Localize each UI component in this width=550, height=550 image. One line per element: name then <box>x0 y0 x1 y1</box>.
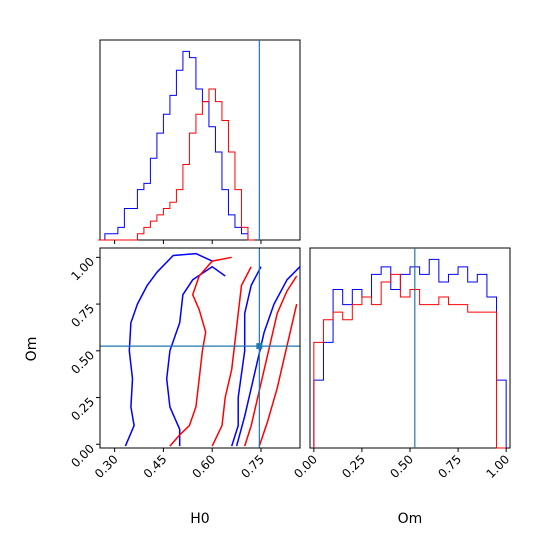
contour-x-tick-label: 0.60 <box>190 452 219 481</box>
contour-line-0-2 <box>230 266 262 447</box>
om-hist-x-tick-label: 0.75 <box>435 452 464 481</box>
contour-line-1-2 <box>243 275 298 447</box>
h0-om-contour-panel: 0.30 0.45 0.60 0.75 0.00 0.25 0.50 0.75 1.00 <box>68 247 301 481</box>
h0-histogram-series-1 <box>98 88 255 241</box>
om-hist-x-tick-label: 1.00 <box>483 452 512 481</box>
contour-y-tick-label: 0.50 <box>68 348 97 377</box>
truth-marker <box>256 343 263 350</box>
contour-x-tick-label: 0.30 <box>92 452 121 481</box>
h0-histogram-frame <box>99 39 301 241</box>
contour-y-tick-label: 0.75 <box>68 301 97 330</box>
contour-x-tick-label: 0.75 <box>238 452 267 481</box>
om-histogram-series-0 <box>313 258 507 448</box>
x-axis-label-h0: H0 <box>190 511 209 527</box>
contour-x-tick-label: 0.45 <box>141 452 170 481</box>
om-histogram-frame <box>309 247 511 449</box>
contour-frame <box>99 247 301 449</box>
y-axis-label-om: Om <box>24 337 40 362</box>
om-hist-x-tick-label: 0.50 <box>387 452 416 481</box>
contour-line-1-1 <box>211 266 252 447</box>
contour-line-0-1 <box>165 265 226 447</box>
x-axis-label-om: Om <box>398 511 423 527</box>
om-hist-x-tick-label: 0.25 <box>339 452 368 481</box>
contour-lines <box>124 252 300 447</box>
contour-line-1-0 <box>169 256 232 447</box>
h0-histogram-panel <box>98 39 301 244</box>
om-hist-x-tick-label: 0.00 <box>291 452 320 481</box>
contour-line-0-0 <box>124 252 213 447</box>
contour-y-tick-label: 0.25 <box>68 395 97 424</box>
om-histogram-panel: 0.00 0.25 0.50 0.75 1.00 <box>291 247 512 481</box>
contour-line-1-3 <box>258 303 298 447</box>
contour-y-tick-label: 0.00 <box>68 441 97 470</box>
contour-y-tick-label: 1.00 <box>68 255 97 284</box>
om-histogram-series-1 <box>313 273 507 449</box>
h0-histogram-series-0 <box>98 50 255 241</box>
